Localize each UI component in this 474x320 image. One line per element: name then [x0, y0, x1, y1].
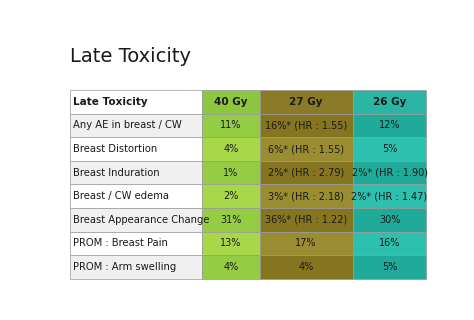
Text: 40 Gy: 40 Gy	[214, 97, 247, 107]
Text: 5%: 5%	[382, 144, 397, 154]
Text: 1%: 1%	[223, 168, 238, 178]
Bar	[202, 184, 260, 208]
Bar	[70, 255, 202, 279]
Bar	[260, 114, 353, 137]
Text: 13%: 13%	[220, 238, 241, 248]
Text: 4%: 4%	[223, 144, 238, 154]
Text: 26 Gy: 26 Gy	[373, 97, 406, 107]
Text: Breast / CW edema: Breast / CW edema	[73, 191, 169, 201]
Bar	[202, 255, 260, 279]
Bar	[70, 184, 202, 208]
Bar	[260, 184, 353, 208]
Bar	[353, 161, 426, 184]
Text: 16%: 16%	[379, 238, 400, 248]
Bar	[70, 90, 202, 114]
Text: Late Toxicity: Late Toxicity	[73, 97, 148, 107]
Bar	[202, 137, 260, 161]
Bar	[260, 231, 353, 255]
Bar	[202, 231, 260, 255]
Bar	[202, 90, 260, 114]
Text: 16%* (HR : 1.55): 16%* (HR : 1.55)	[265, 121, 347, 131]
Text: 30%: 30%	[379, 215, 400, 225]
Text: Any AE in breast / CW: Any AE in breast / CW	[73, 121, 182, 131]
Text: Breast Distortion: Breast Distortion	[73, 144, 157, 154]
Bar	[202, 208, 260, 231]
Bar	[260, 255, 353, 279]
Text: 11%: 11%	[220, 121, 241, 131]
Text: Breast Induration: Breast Induration	[73, 168, 160, 178]
Text: 4%: 4%	[223, 262, 238, 272]
Text: 2%* (HR : 1.47): 2%* (HR : 1.47)	[351, 191, 428, 201]
Bar	[70, 114, 202, 137]
Text: 36%* (HR : 1.22): 36%* (HR : 1.22)	[265, 215, 347, 225]
Text: 3%* (HR : 2.18): 3%* (HR : 2.18)	[268, 191, 344, 201]
Bar	[70, 208, 202, 231]
Bar	[353, 90, 426, 114]
Bar	[353, 208, 426, 231]
Bar	[70, 231, 202, 255]
Text: 12%: 12%	[379, 121, 400, 131]
Text: 2%: 2%	[223, 191, 238, 201]
Bar	[260, 137, 353, 161]
Bar	[353, 231, 426, 255]
Bar	[70, 137, 202, 161]
Text: 6%* (HR : 1.55): 6%* (HR : 1.55)	[268, 144, 344, 154]
Text: PROM : Breast Pain: PROM : Breast Pain	[73, 238, 168, 248]
Text: 2%* (HR : 1.90): 2%* (HR : 1.90)	[352, 168, 428, 178]
Bar	[260, 90, 353, 114]
Bar	[353, 184, 426, 208]
Bar	[202, 161, 260, 184]
Text: Late Toxicity: Late Toxicity	[70, 47, 191, 66]
Bar	[353, 137, 426, 161]
Text: 17%: 17%	[295, 238, 317, 248]
Text: 5%: 5%	[382, 262, 397, 272]
Text: 27 Gy: 27 Gy	[290, 97, 323, 107]
Bar	[353, 114, 426, 137]
Bar	[353, 255, 426, 279]
Bar	[260, 208, 353, 231]
Bar	[202, 114, 260, 137]
Text: 4%: 4%	[299, 262, 314, 272]
Text: PROM : Arm swelling: PROM : Arm swelling	[73, 262, 176, 272]
Text: 31%: 31%	[220, 215, 241, 225]
Bar	[70, 161, 202, 184]
Text: 2%* (HR : 2.79): 2%* (HR : 2.79)	[268, 168, 344, 178]
Text: Breast Appearance Change: Breast Appearance Change	[73, 215, 210, 225]
Bar	[260, 161, 353, 184]
